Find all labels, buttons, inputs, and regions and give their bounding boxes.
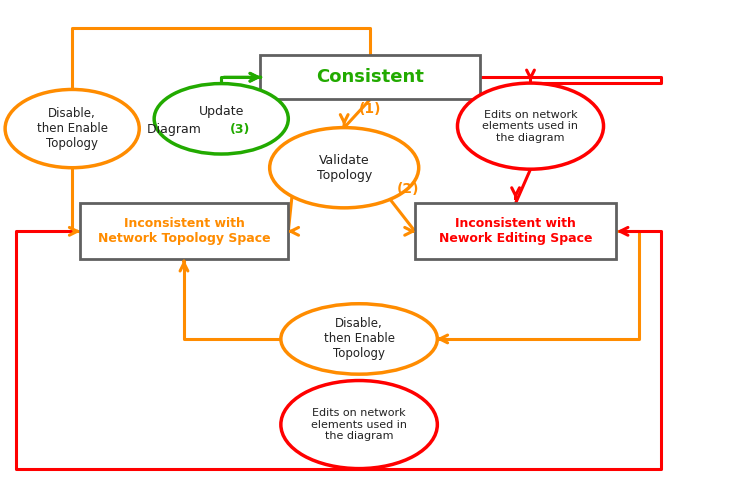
Text: Edits on network
elements used in
the diagram: Edits on network elements used in the di… (311, 408, 407, 441)
Text: Update: Update (198, 105, 244, 118)
Ellipse shape (280, 380, 438, 468)
Text: Diagram: Diagram (147, 123, 205, 136)
Text: (2): (2) (396, 182, 419, 196)
Text: Validate
Topology: Validate Topology (316, 154, 372, 182)
Text: Inconsistent with
Nework Editing Space: Inconsistent with Nework Editing Space (439, 217, 592, 246)
Text: (1): (1) (359, 101, 381, 116)
Ellipse shape (154, 84, 288, 154)
FancyBboxPatch shape (415, 203, 616, 259)
Text: Consistent: Consistent (316, 68, 424, 86)
Text: Disable,
then Enable
Topology: Disable, then Enable Topology (37, 107, 108, 150)
FancyBboxPatch shape (79, 203, 288, 259)
Text: Edits on network
elements used in
the diagram: Edits on network elements used in the di… (482, 110, 578, 143)
Ellipse shape (280, 304, 438, 374)
FancyBboxPatch shape (260, 55, 480, 99)
Text: Disable,
then Enable
Topology: Disable, then Enable Topology (324, 317, 395, 361)
Ellipse shape (270, 127, 419, 208)
Text: (3): (3) (230, 123, 250, 136)
Ellipse shape (458, 83, 604, 169)
Ellipse shape (5, 90, 139, 168)
Text: Inconsistent with
Network Topology Space: Inconsistent with Network Topology Space (98, 217, 270, 246)
